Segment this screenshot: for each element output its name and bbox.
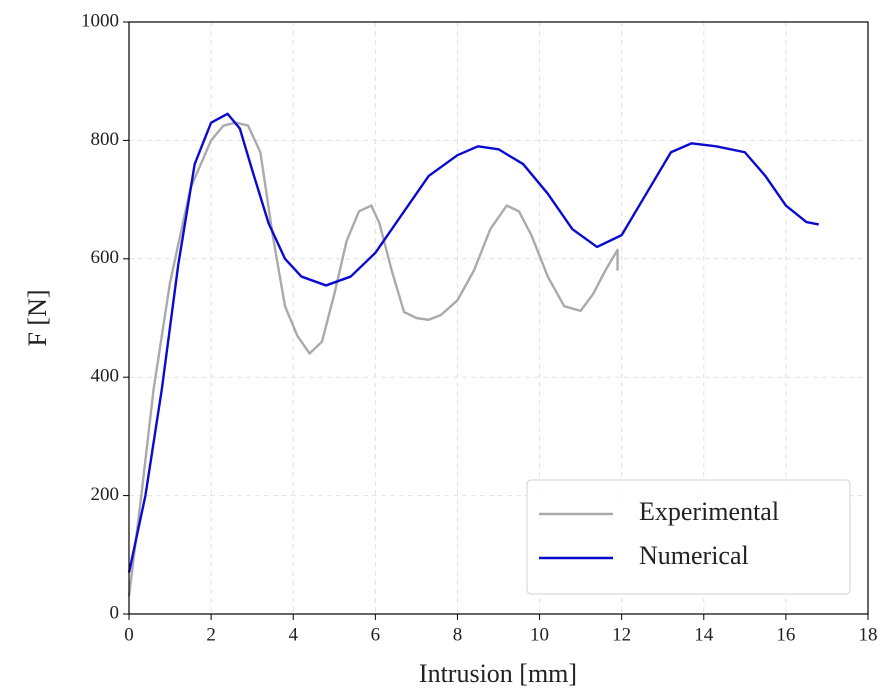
y-tick-label: 800 <box>91 129 120 150</box>
x-tick-label: 6 <box>371 624 381 645</box>
legend-text: Experimental <box>639 497 779 526</box>
x-tick-label: 12 <box>612 624 631 645</box>
x-tick-label: 0 <box>124 624 134 645</box>
y-tick-label: 1000 <box>81 10 119 31</box>
x-axis-label: Intrusion [mm] <box>419 659 577 688</box>
legend-box <box>526 479 851 595</box>
y-tick-label: 400 <box>91 366 120 387</box>
x-tick-label: 4 <box>288 624 298 645</box>
plot-frame <box>128 21 869 615</box>
y-tick-label: 0 <box>110 602 120 623</box>
x-tick-label: 18 <box>859 624 878 645</box>
line <box>127 121 619 597</box>
x-tick-label: 16 <box>776 624 795 645</box>
y-tick-label: 600 <box>91 247 120 268</box>
y-axis-label: F [N] <box>23 289 52 346</box>
x-tick-label: 8 <box>453 624 463 645</box>
x-tick-label: 14 <box>694 624 714 645</box>
line <box>127 112 819 573</box>
legend-text: Numerical <box>639 541 749 570</box>
y-tick-label: 200 <box>91 484 120 505</box>
x-tick-label: 2 <box>206 624 216 645</box>
x-tick-label: 10 <box>530 624 549 645</box>
